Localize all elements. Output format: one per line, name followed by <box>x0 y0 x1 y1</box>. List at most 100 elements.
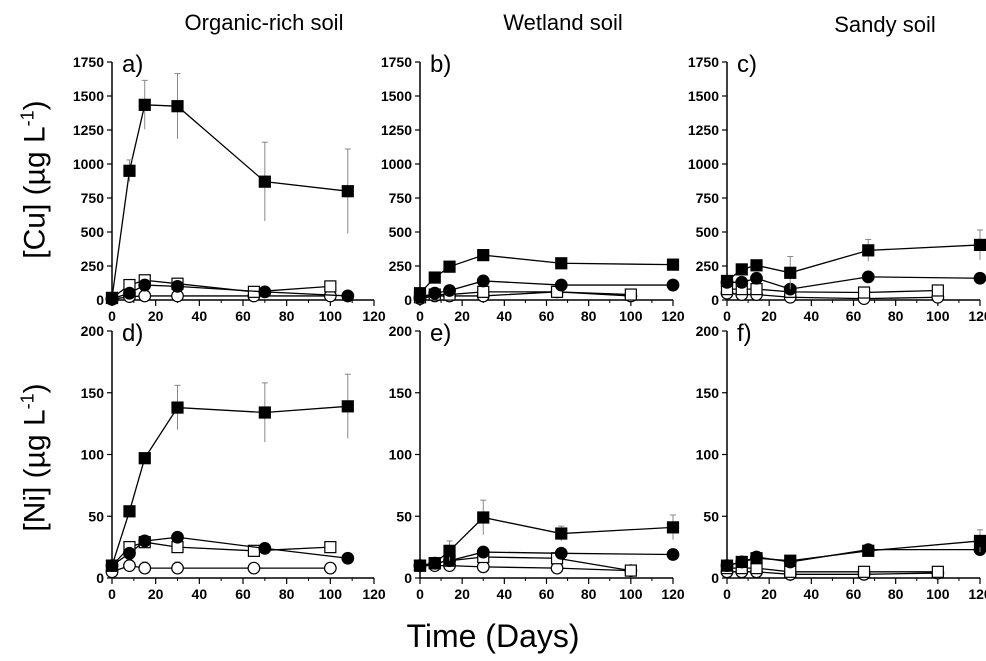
data-point <box>973 238 986 252</box>
y-tick-label: 1750 <box>381 54 412 70</box>
data-point <box>123 505 136 518</box>
data-point <box>624 564 637 577</box>
x-tick-label: 80 <box>581 586 597 602</box>
x-tick-label: 80 <box>888 308 904 324</box>
data-point <box>857 286 871 299</box>
y-tick-label: 150 <box>696 385 720 401</box>
data-point <box>171 100 184 113</box>
series-filled-square <box>413 249 680 300</box>
data-point <box>666 548 680 561</box>
x-tick-label: 60 <box>539 308 555 324</box>
data-point <box>750 271 763 285</box>
x-tick-label: 80 <box>581 308 597 324</box>
x-tick-label: 120 <box>362 586 386 602</box>
data-point <box>666 521 680 534</box>
y-tick-label: 1500 <box>381 88 412 104</box>
data-point <box>123 546 136 560</box>
y-tick-label: 500 <box>696 224 720 240</box>
x-tick-label: 60 <box>846 308 862 324</box>
series-filled-square <box>105 73 354 305</box>
data-point <box>861 270 875 284</box>
data-point <box>341 289 355 303</box>
x-tick-label: 60 <box>846 586 862 602</box>
series-line <box>111 405 348 566</box>
y-tick-label: 100 <box>696 447 720 463</box>
data-point <box>341 400 354 413</box>
y-tick-label: 1250 <box>73 122 104 138</box>
y-tick-label: 500 <box>389 224 413 240</box>
data-point <box>735 555 748 569</box>
x-tick-label: 80 <box>279 586 295 602</box>
data-point <box>666 258 680 271</box>
y-tick-label: 250 <box>81 258 105 274</box>
x-tick-label: 0 <box>723 308 731 324</box>
x-tick-label: 100 <box>319 586 343 602</box>
x-tick-label: 120 <box>661 308 685 324</box>
y-tick-label: 150 <box>81 385 105 401</box>
series-line <box>726 548 980 567</box>
data-point <box>324 280 337 293</box>
data-point <box>554 546 568 560</box>
data-point <box>973 271 986 285</box>
data-point <box>105 291 119 305</box>
series-line <box>726 540 981 567</box>
data-point <box>138 534 152 548</box>
x-tick-label: 100 <box>926 586 950 602</box>
data-point <box>323 561 337 575</box>
data-point <box>324 541 337 554</box>
y-tick-label: 750 <box>389 190 413 206</box>
data-point <box>735 263 748 276</box>
x-tick-label: 80 <box>888 586 904 602</box>
x-tick-label: 100 <box>319 308 343 324</box>
panel-label: d) <box>122 320 143 347</box>
data-point <box>258 175 271 188</box>
y-tick-label: 0 <box>96 570 104 586</box>
x-tick-label: 40 <box>497 586 513 602</box>
data-point <box>258 541 272 555</box>
y-tick-label: 1000 <box>381 156 412 172</box>
series-line <box>726 244 981 282</box>
data-point <box>931 284 944 297</box>
x-tick-label: 80 <box>279 308 295 324</box>
panel-c: 0 250 500 750 1000 1250 1500 1750 0 20 40 60 80 100 12… <box>688 51 986 324</box>
x-tick-label: 40 <box>497 308 513 324</box>
x-tick-label: 0 <box>108 308 116 324</box>
data-point <box>862 244 875 257</box>
y-tick-label: 200 <box>81 323 105 339</box>
x-tick-label: 40 <box>804 586 820 602</box>
y-tick-label: 0 <box>711 570 719 586</box>
data-point <box>171 401 184 414</box>
y-tick-label: 1750 <box>688 54 719 70</box>
data-point <box>476 545 490 559</box>
data-point <box>443 260 456 273</box>
data-point <box>973 534 986 548</box>
panel-d: 0 50 100 150 200 0 20 40 60 80 100 120 d) <box>81 320 386 602</box>
data-point <box>784 266 797 279</box>
data-point <box>931 565 944 578</box>
data-point <box>720 559 734 572</box>
data-point <box>477 285 490 298</box>
x-tick-label: 100 <box>926 308 950 324</box>
series-filled-square <box>720 529 986 572</box>
data-point <box>784 554 797 567</box>
x-tick-label: 40 <box>804 308 820 324</box>
y-tick-label: 0 <box>404 570 412 586</box>
x-tick-label: 60 <box>235 308 251 324</box>
x-tick-label: 120 <box>968 586 986 602</box>
y-tick-label: 0 <box>711 292 719 308</box>
data-point <box>428 286 442 300</box>
data-point <box>341 185 354 198</box>
y-tick-label: 1750 <box>73 54 104 70</box>
data-point <box>750 552 763 565</box>
y-tick-label: 200 <box>389 323 413 339</box>
y-tick-label: 250 <box>696 258 720 274</box>
data-point <box>123 559 136 573</box>
data-point <box>443 284 456 297</box>
data-point <box>555 527 568 540</box>
y-tick-label: 1500 <box>688 88 719 104</box>
y-tick-label: 500 <box>81 224 105 240</box>
data-point <box>750 283 763 296</box>
y-tick-label: 1500 <box>73 88 104 104</box>
data-point <box>123 164 136 177</box>
data-point <box>477 249 490 262</box>
